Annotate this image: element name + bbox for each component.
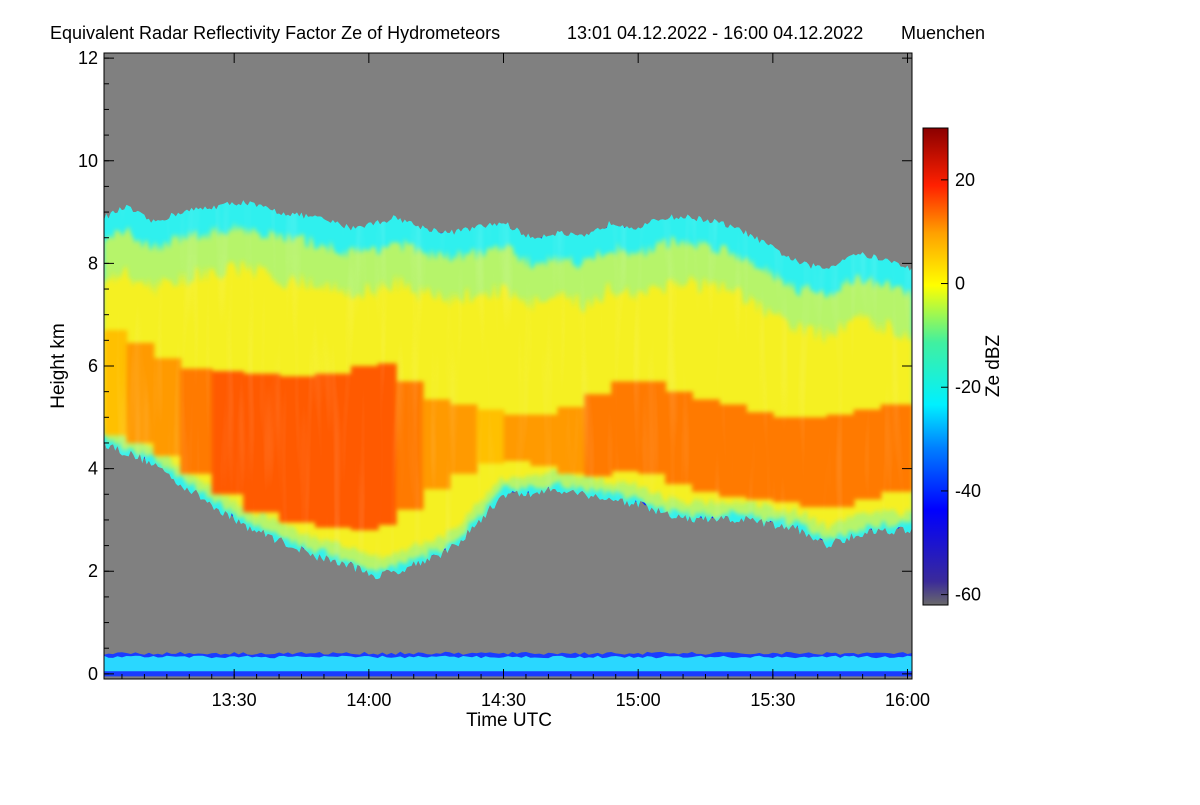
x-axis: 13:30 14:00 14:30 15:00 15:30 16:00 [121, 53, 930, 710]
y-tick-label: 0 [88, 664, 98, 684]
colorbar-label: Ze dBZ [983, 334, 1004, 397]
x-tick-label: 16:00 [885, 690, 930, 710]
cloud-fill [104, 200, 912, 580]
y-axis-label: Height km [48, 323, 69, 409]
reflectivity-field [104, 200, 912, 677]
y-tick-label: 12 [78, 48, 98, 68]
chart-location: Muenchen [901, 23, 985, 43]
colorbar-tick-label: -60 [955, 585, 981, 605]
colorbar-tick-label: -20 [955, 377, 981, 397]
y-tick-label: 2 [88, 561, 98, 581]
x-tick-label: 14:00 [346, 690, 391, 710]
colorbar-tick-label: -40 [955, 481, 981, 501]
y-axis: 0 2 4 6 8 10 12 [78, 48, 912, 684]
colorbar-frame [922, 127, 949, 606]
chart-title: Equivalent Radar Reflectivity Factor Ze … [50, 23, 500, 43]
y-tick-label: 6 [88, 356, 98, 376]
x-tick-label: 13:30 [212, 690, 257, 710]
y-tick-label: 8 [88, 253, 98, 273]
x-tick-label: 15:00 [616, 690, 661, 710]
y-tick-label: 10 [78, 151, 98, 171]
x-tick-label: 14:30 [481, 690, 526, 710]
colorbar-tick-label: 20 [955, 170, 975, 190]
colorbar-ticks: 20 0 -20 -40 -60 [941, 170, 981, 605]
colorbar [923, 128, 948, 605]
colorbar-tick-label: 0 [955, 274, 965, 294]
x-axis-label: Time UTC [466, 710, 552, 731]
y-tick-label: 4 [88, 459, 98, 479]
x-tick-label: 15:30 [750, 690, 795, 710]
chart-period: 13:01 04.12.2022 - 16:00 04.12.2022 [567, 23, 863, 43]
ground-clutter-layer [104, 655, 912, 672]
